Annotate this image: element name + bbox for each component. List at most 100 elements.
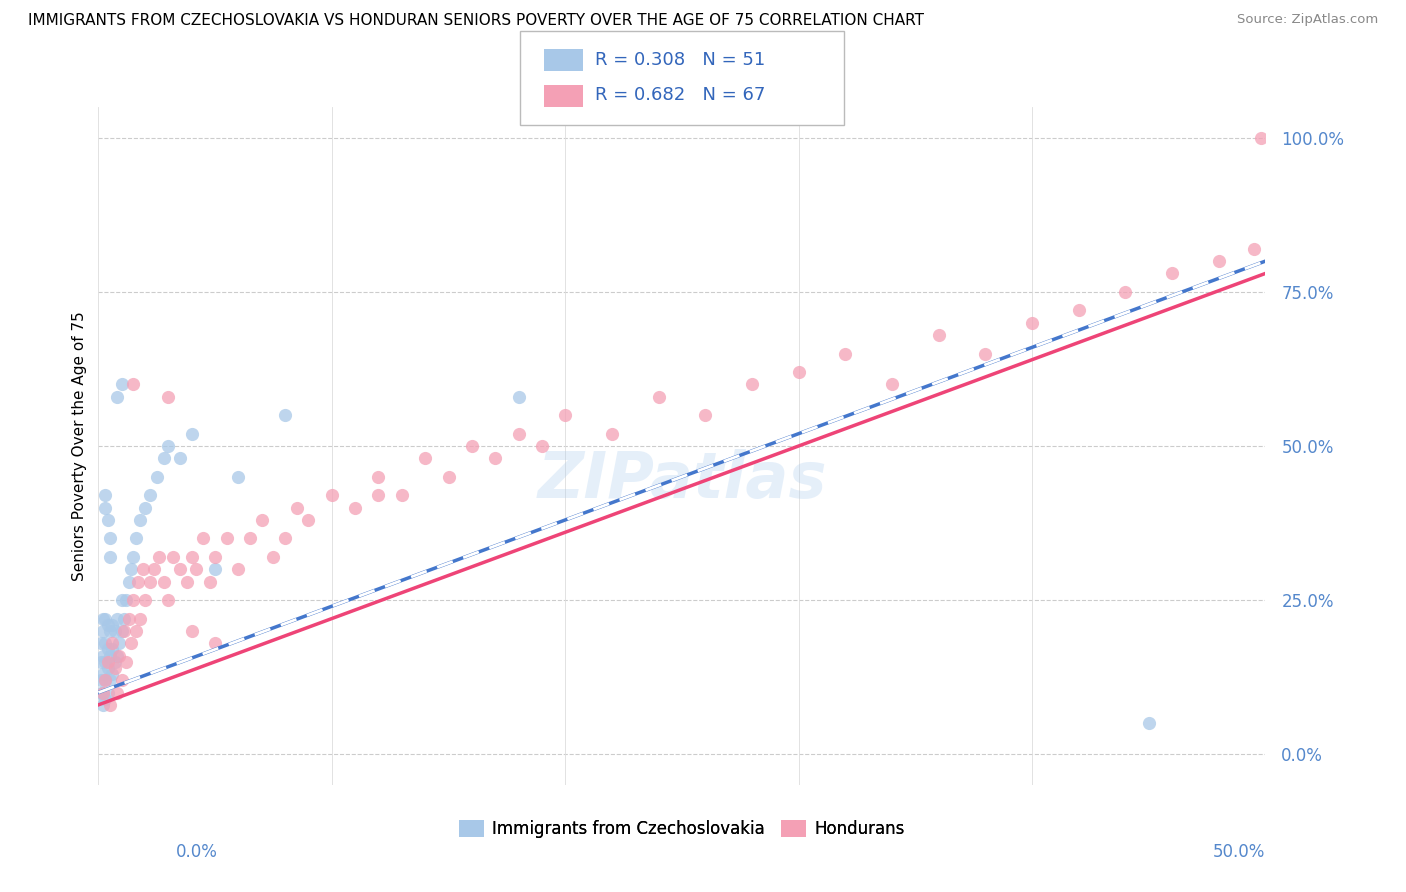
Point	[111, 377, 134, 392]
Point	[132, 562, 155, 576]
Point	[180, 426, 202, 441]
Point	[180, 549, 202, 564]
Point	[104, 624, 127, 638]
Point	[94, 673, 117, 688]
Point	[262, 549, 284, 564]
Point	[91, 667, 114, 681]
Point	[204, 549, 226, 564]
Point	[101, 617, 124, 632]
Point	[91, 648, 114, 663]
Point	[1243, 242, 1265, 256]
Point	[115, 593, 138, 607]
Point	[239, 532, 262, 546]
Text: ZIPatlas: ZIPatlas	[537, 449, 827, 511]
Point	[974, 346, 997, 360]
Point	[139, 574, 162, 589]
Point	[97, 661, 120, 675]
Point	[118, 611, 141, 625]
Point	[111, 624, 134, 638]
Point	[98, 648, 121, 663]
Point	[91, 624, 114, 638]
Point	[157, 593, 180, 607]
Point	[321, 488, 343, 502]
Point	[200, 574, 222, 589]
Point	[90, 636, 112, 650]
Point	[127, 574, 149, 589]
Point	[367, 470, 389, 484]
Point	[91, 698, 114, 712]
Point	[90, 685, 112, 699]
Point	[162, 549, 184, 564]
Point	[250, 513, 273, 527]
Point	[143, 562, 166, 576]
Point	[112, 611, 135, 625]
Point	[105, 685, 128, 699]
Point	[125, 532, 148, 546]
Point	[94, 691, 117, 706]
Point	[530, 439, 553, 453]
Point	[101, 636, 124, 650]
Point	[1137, 716, 1160, 731]
Point	[169, 451, 191, 466]
Point	[484, 451, 506, 466]
Point	[344, 500, 367, 515]
Point	[120, 562, 142, 576]
Point	[1067, 303, 1090, 318]
Point	[152, 574, 174, 589]
Point	[928, 328, 950, 343]
Point	[1161, 267, 1184, 281]
Point	[98, 698, 121, 712]
Point	[112, 624, 135, 638]
Point	[90, 673, 112, 688]
Point	[94, 611, 117, 625]
Point	[741, 377, 763, 392]
Point	[98, 624, 121, 638]
Point	[695, 408, 717, 422]
Point	[120, 636, 142, 650]
Point	[94, 488, 117, 502]
Point	[148, 549, 170, 564]
Point	[115, 655, 138, 669]
Point	[105, 611, 128, 625]
Point	[157, 439, 180, 453]
Point	[94, 655, 117, 669]
Point	[98, 532, 121, 546]
Point	[104, 661, 127, 675]
Point	[600, 426, 623, 441]
Point	[274, 408, 297, 422]
Point	[152, 451, 174, 466]
Point	[554, 408, 576, 422]
Point	[157, 390, 180, 404]
Point	[176, 574, 198, 589]
Point	[274, 532, 297, 546]
Point	[186, 562, 208, 576]
Point	[204, 562, 226, 576]
Point	[285, 500, 308, 515]
Point	[228, 562, 250, 576]
Y-axis label: Seniors Poverty Over the Age of 75: Seniors Poverty Over the Age of 75	[72, 311, 87, 581]
Point	[169, 562, 191, 576]
Point	[118, 574, 141, 589]
Point	[367, 488, 389, 502]
Point	[97, 617, 120, 632]
Point	[108, 636, 131, 650]
Point	[91, 611, 114, 625]
Point	[1208, 254, 1230, 268]
Point	[391, 488, 413, 502]
Point	[104, 655, 127, 669]
Text: 50.0%: 50.0%	[1213, 843, 1265, 861]
Point	[97, 655, 120, 669]
Point	[204, 636, 226, 650]
Point	[105, 390, 128, 404]
Point	[134, 593, 156, 607]
Point	[111, 673, 134, 688]
Point	[461, 439, 484, 453]
Point	[94, 500, 117, 515]
Point	[97, 685, 120, 699]
Point	[101, 642, 124, 657]
Point	[101, 667, 124, 681]
Text: IMMIGRANTS FROM CZECHOSLOVAKIA VS HONDURAN SENIORS POVERTY OVER THE AGE OF 75 CO: IMMIGRANTS FROM CZECHOSLOVAKIA VS HONDUR…	[28, 13, 924, 29]
Point	[122, 549, 145, 564]
Point	[94, 673, 117, 688]
Point	[880, 377, 903, 392]
